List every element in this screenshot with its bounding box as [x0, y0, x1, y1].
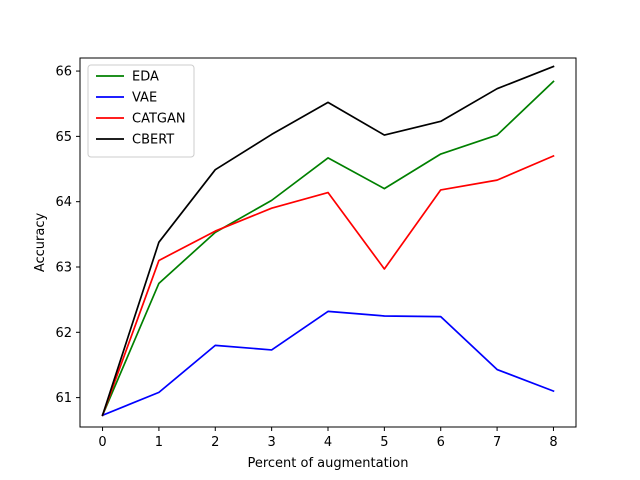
legend-label-catgan: CATGAN [132, 112, 186, 127]
x-tick-label: 0 [98, 435, 106, 450]
y-tick-label: 64 [55, 195, 72, 210]
series-layer [101, 65, 555, 417]
legend-label-vae: VAE [132, 91, 157, 106]
legend: EDA VAE CATGAN CBERT [87, 64, 195, 158]
y-tick-label: 61 [55, 391, 72, 406]
y-axis-ticks: 61 62 63 64 65 66 [55, 65, 80, 406]
legend-label-eda: EDA [132, 70, 159, 85]
x-tick-label: 2 [211, 435, 219, 450]
x-tick-label: 4 [324, 435, 332, 450]
x-tick-label: 8 [549, 435, 557, 450]
series-line-catgan [101, 154, 555, 417]
legend-label-cbert: CBERT [132, 133, 174, 148]
y-axis-label: Accuracy [33, 213, 48, 273]
y-tick-label: 63 [55, 260, 72, 275]
series-line-eda [101, 80, 555, 417]
x-tick-label: 7 [493, 435, 501, 450]
y-tick-label: 62 [55, 326, 72, 341]
series-line-vae [101, 310, 555, 417]
series-line-cbert [101, 65, 555, 417]
legend-box [87, 64, 195, 158]
x-axis-label: Percent of augmentation [247, 456, 408, 471]
x-tick-label: 6 [437, 435, 445, 450]
y-tick-label: 66 [55, 65, 72, 80]
y-tick-label: 65 [55, 130, 72, 145]
x-tick-label: 3 [267, 435, 275, 450]
x-tick-label: 1 [155, 435, 163, 450]
x-axis-ticks: 0 1 2 3 4 5 6 7 8 [98, 427, 558, 450]
x-tick-label: 5 [380, 435, 388, 450]
